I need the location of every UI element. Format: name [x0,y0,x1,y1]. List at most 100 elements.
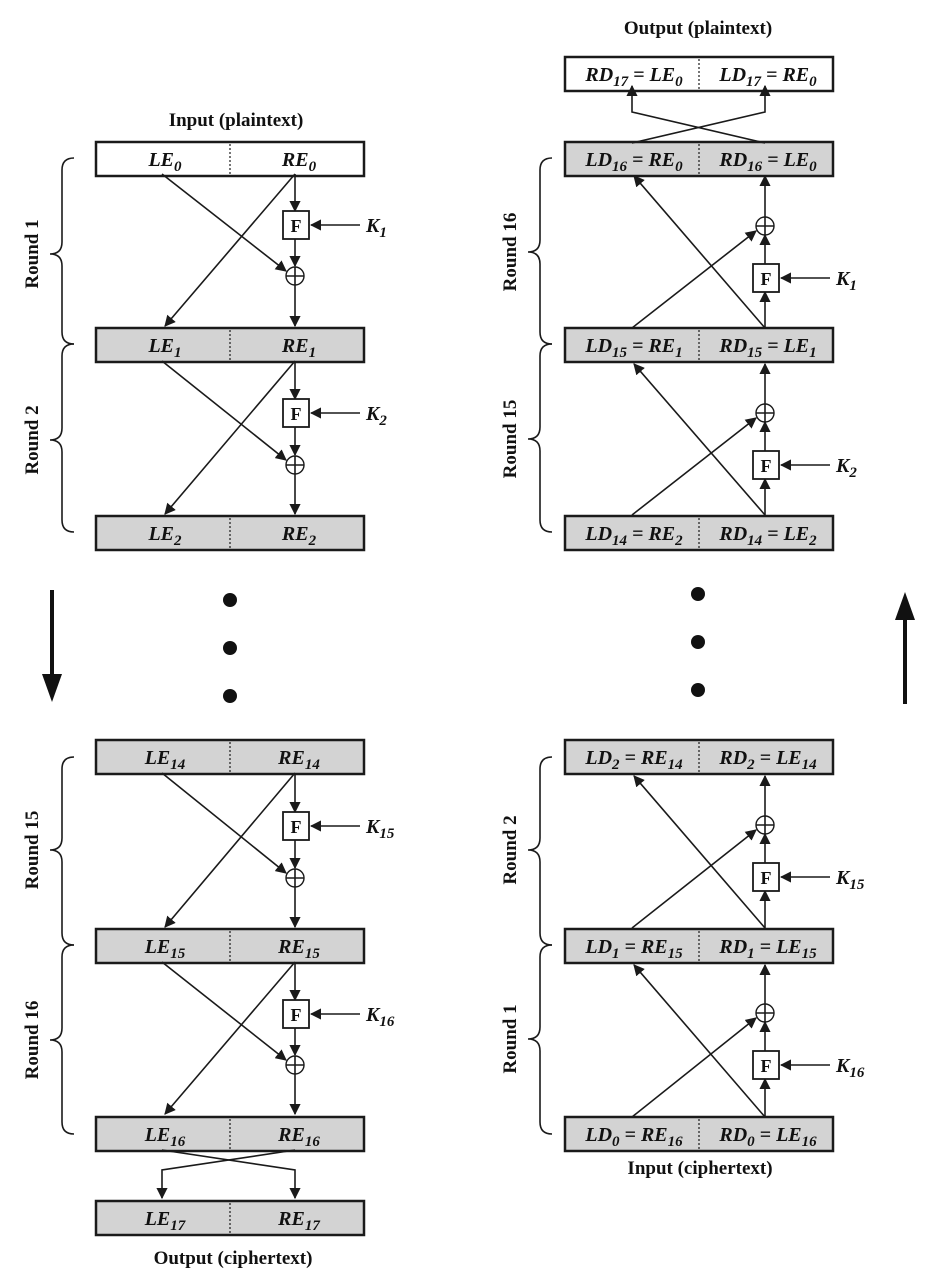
round-label: Round 1 [500,1004,521,1073]
encryption-round-braces [49,157,75,1135]
subkey-label: K2 [835,455,857,481]
f-function-label: F [291,1005,302,1025]
round-label: Round 16 [22,1001,43,1080]
block-box [563,514,835,552]
subkey-label: K1 [835,268,857,294]
decryption-block-row: LD2 = RE14 RD2 = LE14 [563,738,835,776]
f-function-label: F [761,868,772,888]
left-half-label: LD2 = RE14 [584,747,683,773]
round-label: Round 1 [22,219,43,288]
round-label: Round 2 [500,815,521,884]
round-label: Round 15 [22,811,43,890]
continuation-dot [223,689,237,703]
f-function-box [282,398,310,428]
f-function-label: F [291,817,302,837]
block-box [94,927,366,965]
left-half-label: LD15 = RE1 [584,335,682,361]
right-half-label: RE14 [277,747,320,773]
round-label: Round 16 [500,213,521,292]
left-half-label: LD1 = RE15 [584,936,683,962]
block-box [94,140,366,178]
right-half-label: RD1 = LE15 [718,936,817,962]
left-half-label: LE1 [147,335,181,361]
encryption-block-row: LE2 RE2 [94,514,366,552]
f-function-box [752,862,780,892]
encryption-block-row: LE14 RE14 [94,738,366,776]
f-function-box [282,811,310,841]
block-box [563,140,835,178]
block-box [94,1115,366,1153]
decryption-side: Output (plaintext) Input (ciphertext) RD… [500,18,915,1179]
decryption-output-label: Output (plaintext) [624,18,772,39]
f-function-box [282,210,310,240]
block-box [563,326,835,364]
f-function-box [752,263,780,293]
encryption-block-row: LE0 RE0 [94,140,366,178]
block-box [563,1115,835,1153]
decryption-round-2: F [631,774,830,929]
f-function-label: F [291,404,302,424]
encryption-input-label: Input (plaintext) [169,110,304,131]
subkey-label: K15 [835,867,865,893]
continuation-dot [691,635,705,649]
block-box [94,514,366,552]
left-half-label: LD16 = RE0 [584,149,683,175]
decryption-block-row: LD0 = RE16 RD0 = LE16 [563,1115,835,1153]
encryption-round-15: F [161,772,360,929]
round-label: Round 15 [500,400,521,479]
decryption-round-1: F [631,963,830,1118]
encryption-output-label: Output (ciphertext) [154,1248,313,1269]
decryption-input-label: Input (ciphertext) [627,1158,772,1179]
block-box [94,738,366,776]
decryption-final-swap [626,84,771,144]
right-half-label: RD16 = LE0 [718,149,817,175]
continuation-dot [691,587,705,601]
continuation-dot [691,683,705,697]
decryption-block-row: RD17 = LE0 LD17 = RE0 [563,55,835,93]
f-function-label: F [291,216,302,236]
encryption-round-16: F [161,961,360,1116]
block-box [94,326,366,364]
subkey-label: K15 [365,816,395,842]
block-box [563,55,835,93]
f-function-label: F [761,456,772,476]
right-half-label: RE0 [281,149,317,175]
right-half-label: RD14 = LE2 [718,523,817,549]
encryption-blocks: LE0 RE0 LE1 RE1 LE2 RE2 LE14 RE14 LE15 RE15 LE16 RE… [94,140,366,1237]
decryption-blocks: RD17 = LE0 LD17 = RE0 LD16 = RE0 RD16 = LE0… [563,55,835,1153]
right-half-label: RD15 = LE1 [718,335,816,361]
right-half-label: RE16 [277,1124,320,1150]
encryption-round-2: F [161,360,360,516]
left-half-label: LE2 [147,523,182,549]
encryption-block-row: LE15 RE15 [94,927,366,965]
decryption-round-braces [527,157,553,1135]
encryption-final-swap [156,1149,301,1200]
left-half-label: LE15 [144,936,186,962]
f-function-box [752,450,780,480]
decryption-block-row: LD15 = RE1 RD15 = LE1 [563,326,835,364]
right-half-label: RD2 = LE14 [718,747,817,773]
left-half-label: LE17 [144,1208,186,1234]
left-half-label: LE14 [144,747,186,773]
right-half-label: RE2 [281,523,317,549]
right-half-label: RD0 = LE16 [718,1124,817,1150]
left-half-label: LD0 = RE16 [584,1124,683,1150]
decryption-block-row: LD1 = RE15 RD1 = LE15 [563,927,835,965]
up-arrow-icon [895,592,915,704]
down-arrow-icon [42,590,62,702]
right-half-label: RE1 [281,335,316,361]
subkey-label: K16 [835,1055,865,1081]
block-box [563,927,835,965]
round-label: Round 2 [22,405,43,474]
right-half-label: RE17 [277,1208,320,1234]
encryption-round-1: F [161,173,360,328]
left-half-label: LE16 [144,1124,186,1150]
subkey-label: K2 [365,403,387,429]
continuation-dot [223,641,237,655]
decryption-block-row: LD16 = RE0 RD16 = LE0 [563,140,835,178]
continuation-dot [223,593,237,607]
left-half-label: LD14 = RE2 [584,523,683,549]
decryption-round-16: F [631,174,830,329]
decryption-round-15: F [631,362,830,516]
